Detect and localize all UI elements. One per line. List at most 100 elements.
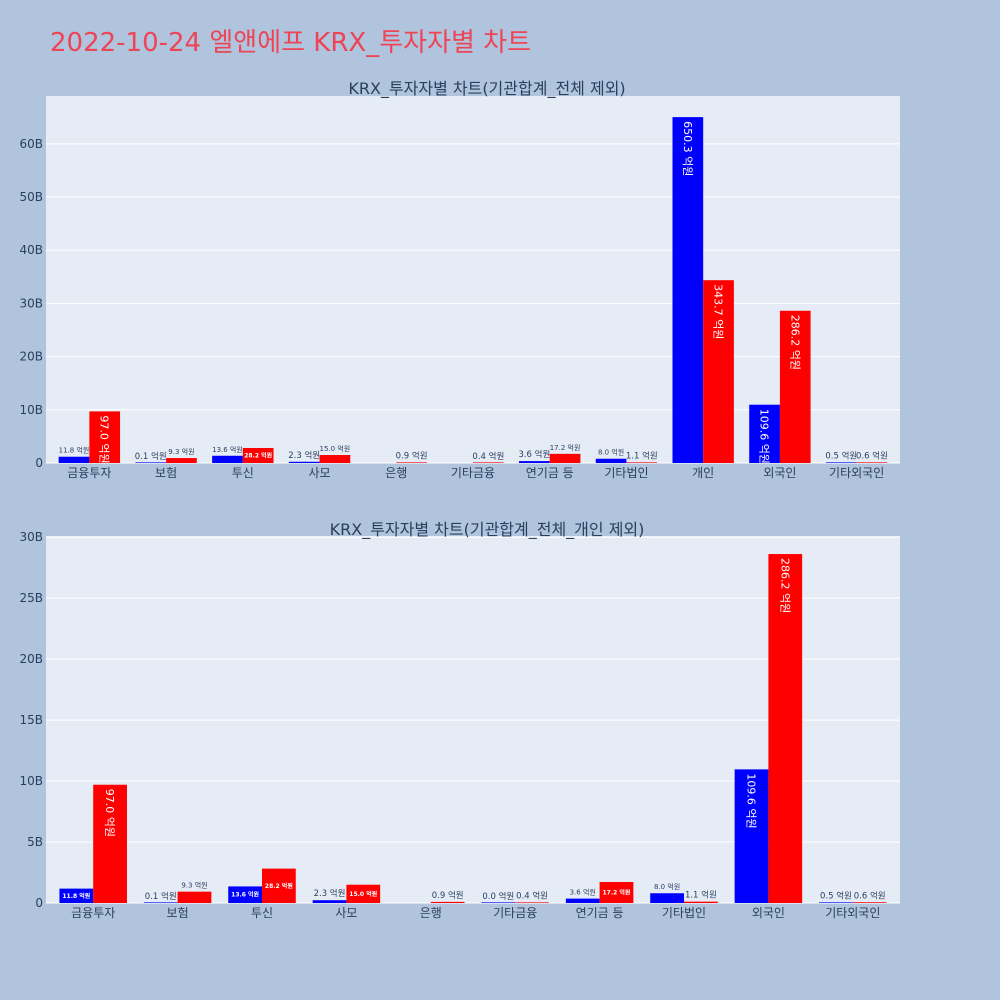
data-label: 9.3 억원 (168, 447, 194, 456)
bar[interactable] (228, 886, 262, 903)
chart-2: 0 5B 10B 15B 20B 25B 30B KRX_투자자별 차트(기관합계_전체_개인… (19, 520, 900, 920)
x-tick-label: 연기금 등 (526, 466, 574, 480)
data-label: 0.5 억원 (820, 890, 852, 901)
data-label: 8.0 억원 (654, 882, 680, 891)
bar[interactable] (852, 902, 887, 903)
y-tick-label: 5B (27, 835, 43, 849)
bar[interactable] (312, 900, 347, 903)
bar[interactable] (819, 902, 853, 903)
bar[interactable] (599, 882, 634, 903)
bar[interactable] (212, 455, 243, 463)
data-label: 2.3 억원 (288, 450, 320, 461)
data-label: 0.4 억원 (472, 451, 504, 462)
data-label: 0.0 억원 (482, 891, 514, 902)
data-label: 28.2 억원 (244, 452, 272, 460)
bar[interactable] (481, 902, 516, 903)
bar[interactable] (319, 455, 351, 463)
data-label: 13.6 억원 (231, 891, 259, 899)
x-tick-label: 개인 (692, 466, 714, 480)
bar[interactable] (396, 462, 427, 463)
bar[interactable] (515, 902, 549, 903)
y-tick-label: 0 (35, 896, 43, 910)
y-tick-label: 50B (19, 190, 43, 204)
bar[interactable] (58, 456, 90, 463)
data-label: 11.8 억원 (62, 892, 90, 900)
x-tick-label: 투신 (251, 906, 273, 920)
bar[interactable] (262, 868, 296, 903)
bar[interactable] (703, 280, 734, 463)
bar[interactable] (143, 902, 178, 903)
bar[interactable] (177, 891, 212, 903)
data-label: 0.1 억원 (135, 451, 167, 462)
bar[interactable] (650, 893, 684, 903)
bar[interactable] (473, 462, 504, 463)
bar[interactable] (346, 884, 381, 903)
bar[interactable] (242, 448, 274, 463)
x-tick-label: 은행 (420, 905, 442, 920)
bar[interactable] (734, 769, 769, 903)
bar[interactable] (672, 117, 704, 464)
chart-1: 0 10B 20B 30B 40B 50B 60B KRX_투자자별 차트(기관합계_전체 제… (19, 79, 900, 480)
y-tick-label: 10B (19, 403, 43, 417)
data-label: 97.0 억원 (103, 789, 116, 837)
data-label: 15.0 억원 (349, 890, 377, 898)
data-label: 109.6 억원 (758, 409, 771, 464)
bar[interactable] (749, 404, 780, 463)
y-tick-label: 40B (19, 243, 43, 257)
bar[interactable] (519, 461, 550, 463)
data-label: 0.5 억원 (825, 451, 857, 462)
x-tick-label: 기타금융 (493, 906, 537, 920)
x-tick-label: 사모 (308, 466, 330, 480)
y-tick-label: 60B (19, 137, 43, 151)
data-label: 0.9 억원 (396, 451, 428, 462)
bar[interactable] (166, 458, 197, 463)
data-label: 2.3 억원 (314, 888, 346, 899)
x-tick-label: 외국인 (763, 466, 796, 480)
bar[interactable] (59, 888, 94, 903)
data-label: 3.6 억원 (570, 888, 596, 897)
bar[interactable] (684, 901, 718, 903)
bar[interactable] (135, 462, 167, 463)
data-label: 15.0 억원 (320, 444, 351, 453)
bar[interactable] (856, 462, 888, 463)
bar[interactable] (89, 411, 121, 463)
x-tick-label: 기타외국인 (825, 906, 880, 920)
chart-title: KRX_투자자별 차트(기관합계_전체_개인 제외) (330, 520, 645, 540)
bar[interactable] (779, 310, 811, 463)
data-label: 97.0 억원 (98, 415, 111, 463)
x-tick-label: 연기금 등 (576, 906, 624, 920)
bar[interactable] (549, 453, 581, 463)
bar[interactable] (288, 461, 320, 463)
bar[interactable] (430, 901, 465, 903)
data-label: 343.7 억원 (712, 284, 725, 339)
plot-area (46, 96, 900, 463)
data-label: 0.6 억원 (856, 451, 888, 462)
data-label: 3.6 억원 (518, 449, 550, 460)
x-tick-label: 기타법인 (662, 906, 706, 920)
bar[interactable] (768, 554, 803, 903)
y-tick-label: 25B (19, 591, 43, 605)
y-tick-label: 15B (19, 713, 43, 727)
y-tick-label: 30B (19, 530, 43, 544)
x-tick-label: 사모 (335, 906, 357, 920)
bar[interactable] (565, 898, 600, 903)
data-label: 1.1 억원 (626, 450, 658, 461)
data-label: 286.2 억원 (778, 558, 791, 613)
x-tick-label: 금융투자 (71, 906, 115, 920)
bar[interactable] (595, 458, 627, 463)
data-label: 13.6 억원 (212, 445, 243, 454)
data-label: 11.8 억원 (59, 446, 90, 455)
data-label: 28.2 억원 (265, 882, 293, 890)
bar[interactable] (93, 784, 127, 903)
x-tick-label: 기타법인 (604, 466, 648, 480)
y-tick-label: 20B (19, 350, 43, 364)
x-tick-label: 투신 (232, 466, 254, 480)
x-tick-label: 보험 (155, 466, 177, 480)
bar[interactable] (825, 462, 857, 463)
bar[interactable] (626, 462, 658, 463)
data-label: 650.3 억원 (681, 121, 694, 176)
y-tick-label: 20B (19, 652, 43, 666)
y-tick-label: 30B (19, 296, 43, 310)
data-label: 9.3 억원 (181, 881, 207, 890)
